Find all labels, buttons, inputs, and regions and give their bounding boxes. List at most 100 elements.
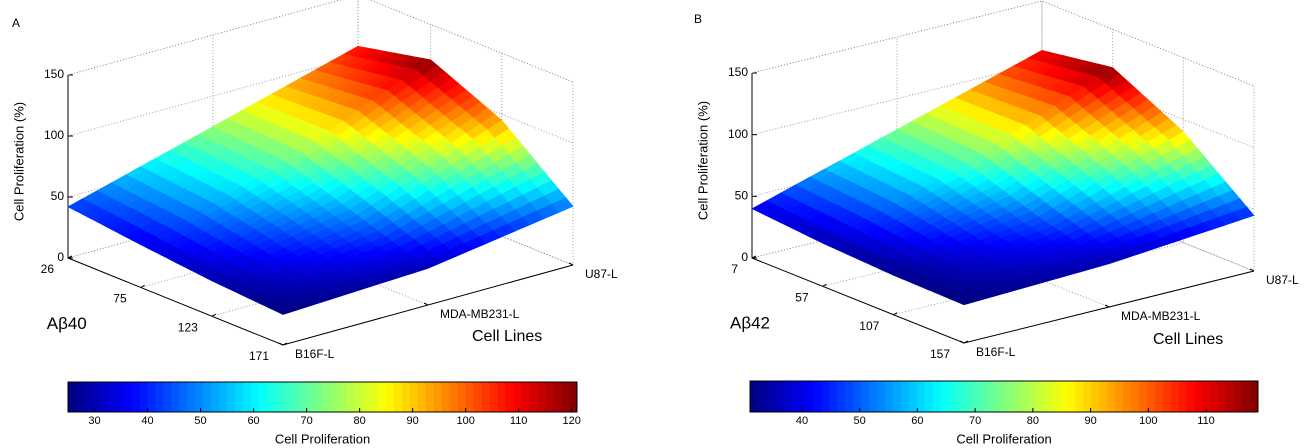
x-tick xyxy=(67,255,73,259)
colorbar-swatch xyxy=(869,381,878,412)
colorbar-tick-label: 30 xyxy=(88,415,100,427)
colorbar-tick-label: 110 xyxy=(510,415,528,427)
colorbar-swatch xyxy=(829,381,838,412)
colorbar-swatch xyxy=(306,382,316,412)
colorbar-swatch xyxy=(417,382,427,412)
colorbar-swatch xyxy=(789,381,799,412)
colorbar-swatch xyxy=(1019,381,1029,412)
y-axis-label: Cell Lines xyxy=(472,328,542,345)
colorbar-swatch xyxy=(362,382,371,412)
colorbar-tick-label: 40 xyxy=(796,415,808,427)
category-tick-label: U87-L xyxy=(585,267,618,281)
panel-label: A xyxy=(12,16,20,30)
x-tick xyxy=(751,255,757,259)
colorbar-swatch xyxy=(266,382,276,412)
colorbar-swatch xyxy=(757,381,767,412)
colorbar-swatch xyxy=(68,382,77,412)
x-tick-label: 123 xyxy=(178,320,198,334)
colorbar-swatch xyxy=(250,382,260,412)
colorbar-swatch xyxy=(1123,381,1132,412)
colorbar-swatch xyxy=(1146,381,1156,412)
x-tick xyxy=(211,313,217,317)
colorbar-swatch xyxy=(1099,381,1108,412)
colorbar-tick-label: 120 xyxy=(563,415,581,427)
category-tick-label: MDA-MB231-L xyxy=(1121,309,1201,323)
colorbar-swatch xyxy=(179,382,188,412)
colorbar-swatch xyxy=(83,382,93,412)
x-axis-label: Aβ42 xyxy=(730,314,770,333)
colorbar-swatch xyxy=(1234,381,1243,412)
colorbar-swatch xyxy=(282,382,292,412)
colorbar-swatch xyxy=(561,382,570,412)
surface-chart: 0 50 100 150 26 75 123 171 B16F-L MDA-MB231-L U87-… xyxy=(11,0,618,446)
colorbar-swatch xyxy=(258,382,268,412)
colorbar-swatch xyxy=(187,382,196,412)
colorbar-swatch xyxy=(378,382,387,412)
colorbar-swatch xyxy=(837,381,846,412)
z-grid-line xyxy=(751,62,1255,149)
colorbar-swatch xyxy=(1170,381,1180,412)
colorbar-tick-label: 40 xyxy=(141,415,153,427)
colorbar-swatch xyxy=(99,382,109,412)
y-axis-label: Cell Lines xyxy=(1153,331,1223,348)
x-tick-label: 171 xyxy=(249,349,269,363)
colorbar-swatch xyxy=(1011,381,1021,412)
box-top xyxy=(751,0,1255,87)
colorbar-swatch xyxy=(394,382,403,412)
colorbar-swatch xyxy=(1107,381,1116,412)
colorbar-tick-label: 80 xyxy=(1027,415,1039,427)
colorbar-swatch xyxy=(980,381,989,412)
colorbar-swatch xyxy=(956,381,965,412)
colorbar-swatch xyxy=(781,381,791,412)
colorbar-swatch xyxy=(537,382,546,412)
colorbar-label: Cell Proliferation xyxy=(956,431,1051,446)
colorbar-swatch xyxy=(465,382,475,412)
colorbar-swatch xyxy=(402,382,411,412)
colorbar-swatch xyxy=(1083,381,1092,412)
colorbar-swatch xyxy=(813,381,822,412)
colorbar-swatch xyxy=(765,381,775,412)
colorbar-swatch xyxy=(219,382,228,412)
colorbar-swatch xyxy=(370,382,379,412)
colorbar-tick-label: 60 xyxy=(911,415,923,427)
colorbar-swatch xyxy=(1067,381,1076,412)
colorbar-swatch xyxy=(91,382,101,412)
z-tick-label: 50 xyxy=(735,189,749,203)
colorbar-swatch xyxy=(1051,381,1061,412)
colorbar-tick-label: 70 xyxy=(300,415,312,427)
colorbar-swatch xyxy=(1091,381,1100,412)
colorbar-swatch xyxy=(298,382,308,412)
colorbar-swatch xyxy=(521,382,530,412)
colorbar-swatch xyxy=(163,382,172,412)
colorbar-tick-label: 60 xyxy=(247,415,259,427)
x-tick xyxy=(140,284,145,288)
colorbar-swatch xyxy=(932,381,941,412)
colorbar-swatch xyxy=(473,382,483,412)
x-tick xyxy=(822,283,827,287)
colorbar-swatch xyxy=(314,382,323,412)
colorbar-tick-label: 110 xyxy=(1197,415,1215,427)
colorbar-swatch xyxy=(75,382,85,412)
colorbar-swatch xyxy=(805,381,814,412)
colorbar-swatch xyxy=(1075,381,1084,412)
colorbar-label: Cell Proliferation xyxy=(275,431,370,446)
colorbar-swatch xyxy=(750,381,759,412)
surface-chart: 0 50 100 150 7 57 107 157 B16F-L MDA-MB231-L U87-L… xyxy=(694,0,1299,446)
colorbar-swatch xyxy=(529,382,538,412)
colorbar-swatch xyxy=(409,382,419,412)
colorbar-swatch xyxy=(1004,381,1013,412)
colorbar-swatch xyxy=(1202,381,1211,412)
x-axis-label: Aβ40 xyxy=(47,314,87,333)
colorbar-swatch xyxy=(853,381,862,412)
colorbar-swatch xyxy=(877,381,886,412)
colorbar-swatch xyxy=(1059,381,1068,412)
colorbar-swatch xyxy=(892,381,902,412)
colorbar-swatch xyxy=(996,381,1005,412)
colorbar-swatch xyxy=(386,382,395,412)
colorbar-frame xyxy=(749,380,1259,413)
colorbar-swatch xyxy=(1027,381,1037,412)
colorbar-swatch xyxy=(290,382,300,412)
colorbar-swatch xyxy=(227,382,236,412)
colorbar-swatch xyxy=(988,381,997,412)
colorbar-swatch xyxy=(1178,381,1188,412)
